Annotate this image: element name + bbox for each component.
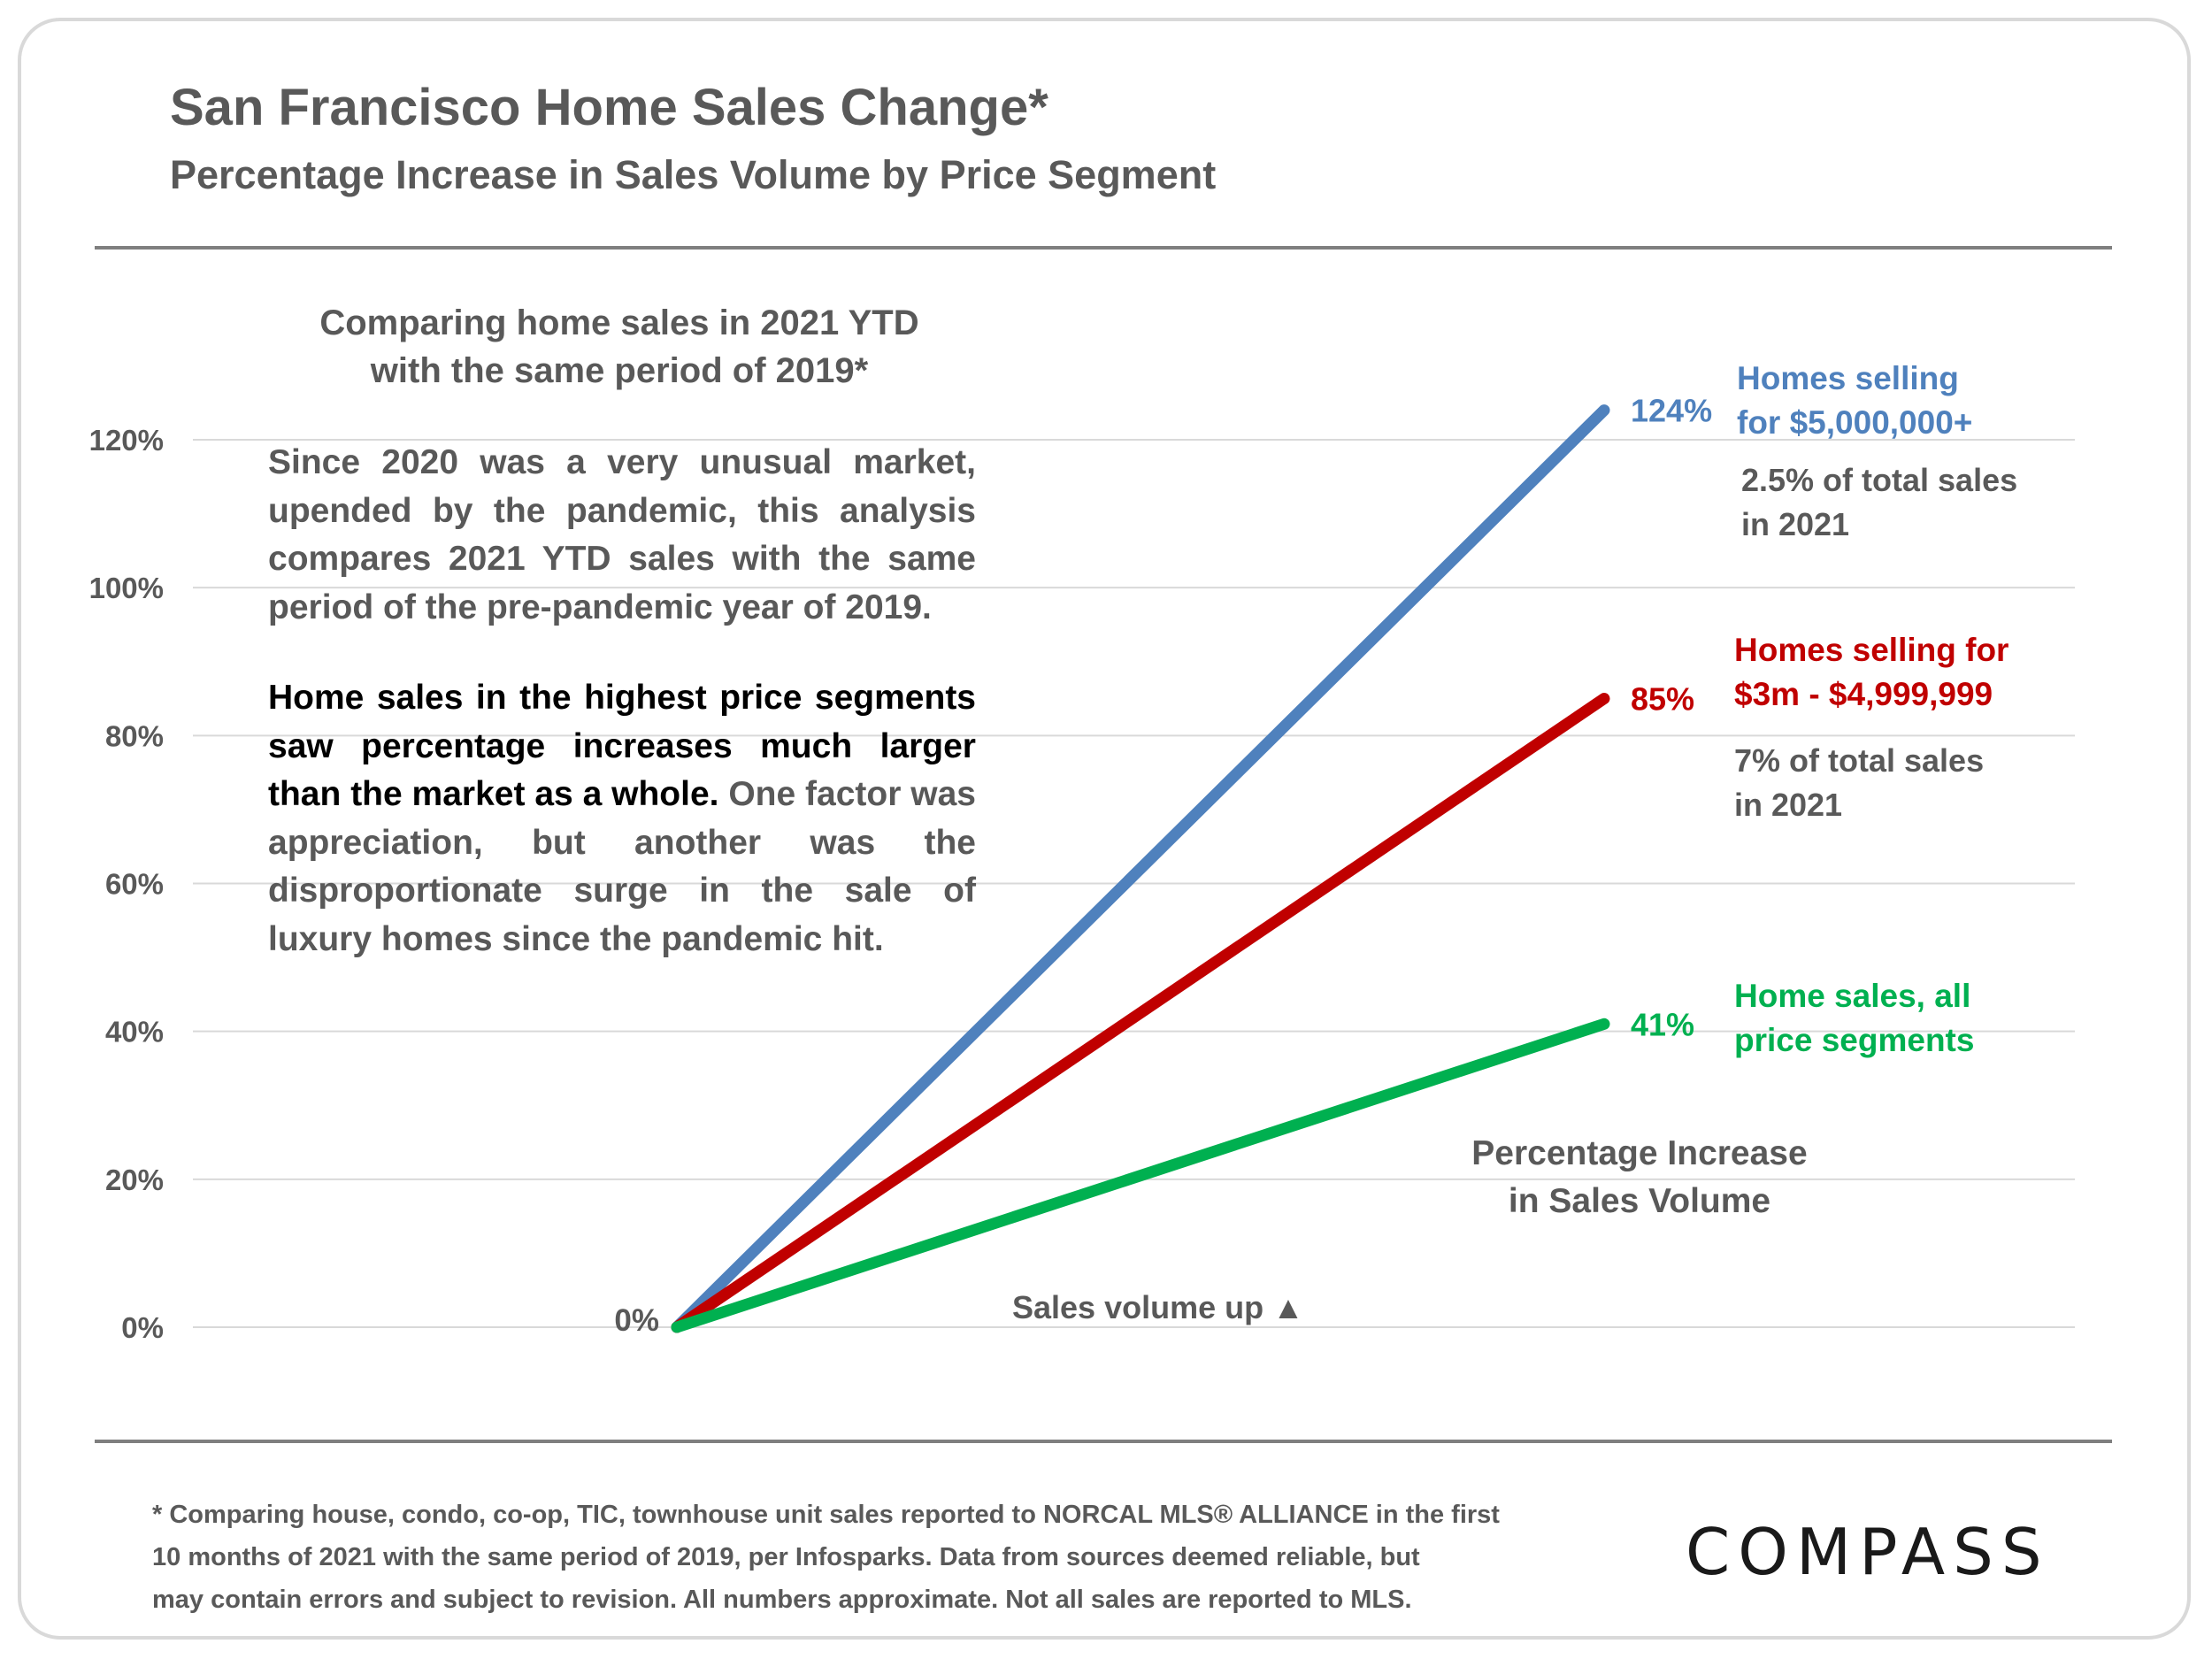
y-tick-label: 120% [89,424,164,457]
top-divider [95,246,2112,250]
panel-paragraph-2-strong: Home sales in the highest price segments… [268,679,976,813]
series-line-luxury [671,404,1610,1333]
panel-paragraph-1: Since 2020 was a very unusual market, up… [268,443,976,626]
panel-heading-line-2: with the same period of 2019* [370,351,869,390]
footnote-line-2: 10 months of 2021 with the same period o… [152,1543,1420,1571]
panel-paragraph-2-rest: One factor was appreciation, but another… [268,775,976,958]
end-value-label-all: 41% [1631,1006,1694,1042]
y-tick-label: 0% [121,1311,164,1344]
y-tick-label: 60% [105,868,164,901]
axis-note: Sales volume up ▲ [1012,1289,1304,1325]
end-value-label-luxury: 124% [1631,393,1712,429]
footnote-line-1: * Comparing house, condo, co-op, TIC, to… [152,1501,1500,1529]
series-name-all: Home sales, all [1734,978,1970,1014]
panel-heading-line-1: Comparing home sales in 2021 YTD [319,303,919,342]
page-subtitle: Percentage Increase in Sales Volume by P… [170,152,1217,197]
bottom-divider [95,1440,2112,1443]
panel-body: Since 2020 was a very unusual market, up… [268,439,976,964]
chart-annotation: in Sales Volume [1509,1182,1770,1220]
series-name-luxury: for $5,000,000+ [1737,404,1972,441]
series-note-high: 7% of total sales [1734,742,1984,779]
series-name-luxury: Homes selling [1737,360,1959,396]
series-line-high [671,693,1610,1333]
y-tick-label: 80% [105,719,164,752]
compass-logo: COMPASS [1686,1515,2050,1589]
panel-paragraph-2: Home sales in the highest price segments… [268,674,976,964]
start-value-label: 0% [614,1303,659,1338]
series-note-luxury: in 2021 [1741,506,1849,542]
chart-annotation: Percentage Increase [1471,1134,1807,1172]
page-title: San Francisco Home Sales Change* [170,79,1048,136]
panel-heading: Comparing home sales in 2021 YTD with th… [265,299,973,395]
footnote-line-3: may contain errors and subject to revisi… [152,1586,1412,1614]
card-frame [18,18,2191,1640]
series-name-high: Homes selling for [1734,632,2008,668]
y-tick-label: 100% [89,572,164,604]
end-value-label-high: 85% [1631,681,1694,718]
series-note-luxury: 2.5% of total sales [1741,462,2017,498]
series-name-high: $3m - $4,999,999 [1734,676,1993,712]
series-name-all: price segments [1734,1022,1974,1058]
series-note-high: in 2021 [1734,787,1842,823]
footnote: * Comparing house, condo, co-op, TIC, to… [152,1494,1500,1621]
y-tick-label: 20% [105,1164,164,1196]
series-line-all [671,1018,1610,1333]
y-tick-label: 40% [105,1016,164,1048]
